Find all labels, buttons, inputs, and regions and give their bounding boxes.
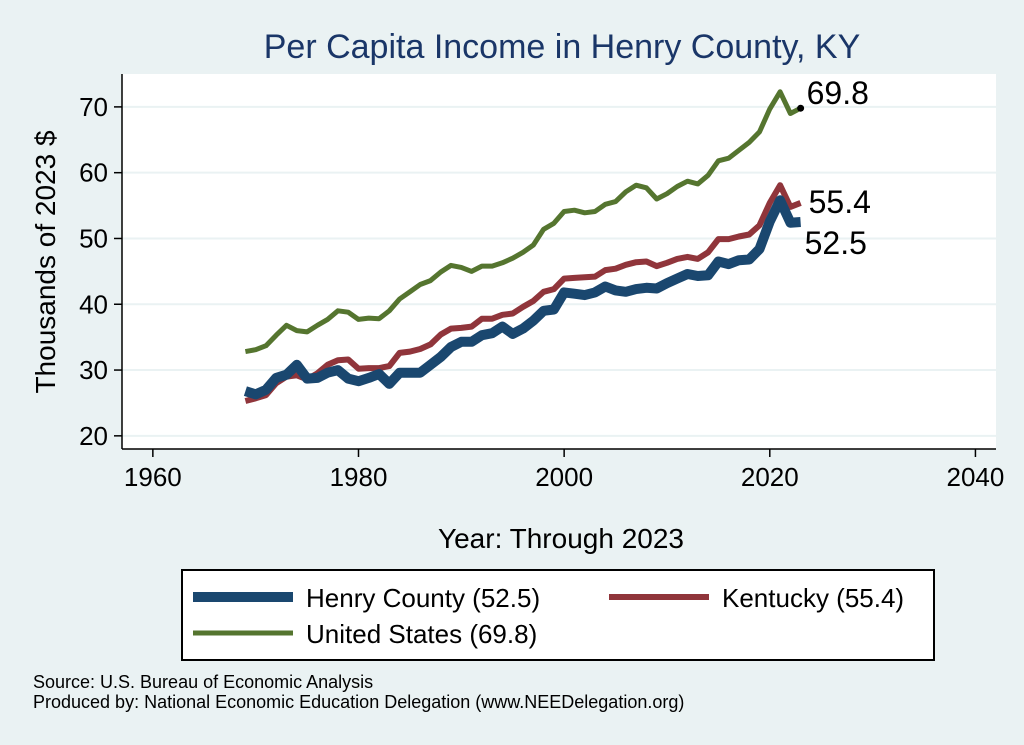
- x-tick-label-2000: 2000: [535, 462, 593, 492]
- y-tick-label-40: 40: [79, 289, 108, 319]
- legend-label-kentucky: Kentucky (55.4): [722, 583, 904, 613]
- x-axis: 1960 1980 2000 2020 2040: [122, 448, 1005, 492]
- x-tick-label-2040: 2040: [947, 462, 1005, 492]
- x-tick-label-2020: 2020: [741, 462, 799, 492]
- y-tick-label-50: 50: [79, 223, 108, 253]
- chart-title: Per Capita Income in Henry County, KY: [264, 28, 861, 66]
- x-tick-label-1960: 1960: [124, 462, 182, 492]
- y-axis: 20 30 40 50 60 70: [79, 74, 123, 451]
- y-axis-label: Thousands of 2023 $: [30, 130, 61, 394]
- x-axis-label: Year: Through 2023: [438, 523, 684, 554]
- series-line-united-states: [244, 89, 802, 355]
- legend-box: [181, 569, 935, 661]
- end-label-henry-county: 52.5: [805, 225, 867, 261]
- y-tick-label-30: 30: [79, 355, 108, 385]
- source-note: Source: U.S. Bureau of Economic Analysis: [33, 672, 374, 692]
- line-chart: Per Capita Income in Henry County, KY 20…: [30, 28, 1005, 661]
- y-tick-label-20: 20: [79, 421, 108, 451]
- y-tick-label-60: 60: [79, 158, 108, 188]
- legend-label-henry-county: Henry County (52.5): [306, 583, 540, 613]
- x-tick-label-1980: 1980: [330, 462, 388, 492]
- produced-by-note: Produced by: National Economic Education…: [33, 692, 685, 712]
- end-label-united-states: 69.8: [807, 75, 869, 111]
- end-label-kentucky: 55.4: [809, 184, 871, 220]
- series-line-henry-county: [243, 195, 801, 400]
- end-marker-united-states: [797, 104, 805, 112]
- legend-label-united-states: United States (69.8): [306, 619, 537, 649]
- legend: Henry County (52.5) Kentucky (55.4) Unit…: [181, 569, 935, 661]
- end-labels: 52.5 55.4 69.8: [797, 75, 871, 261]
- series-line-kentucky: [244, 182, 802, 404]
- y-tick-label-70: 70: [79, 92, 108, 122]
- series-lines: [243, 89, 802, 404]
